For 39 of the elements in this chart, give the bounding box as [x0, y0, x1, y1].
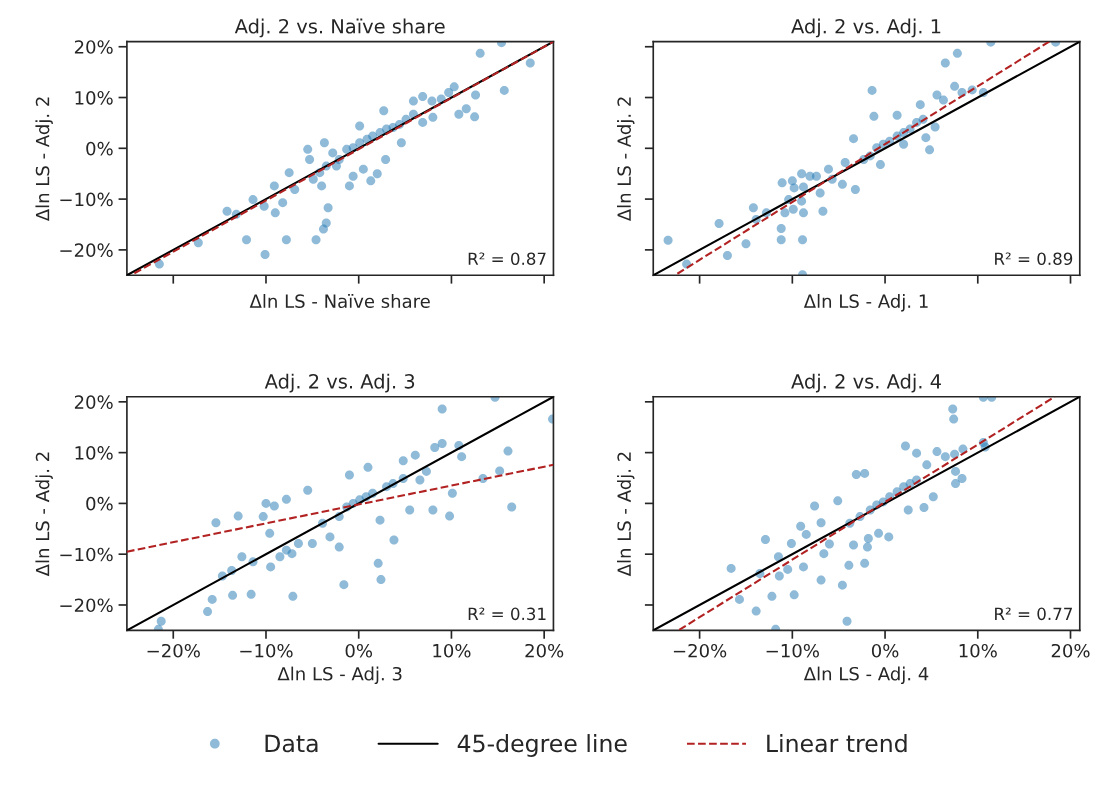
x-tick-label: 20%	[525, 643, 564, 658]
x-axis-title: Δln LS - Adj. 4	[803, 666, 929, 685]
y-tick-label: 0%	[86, 141, 113, 156]
annotation: R² = 0.89	[995, 252, 1073, 266]
annotation: R² = 0.31	[468, 607, 546, 621]
x-tick-label: −20%	[147, 643, 200, 658]
y-tick-label: 0%	[86, 496, 113, 511]
y-axis-title: Δln LS - Adj. 2	[617, 97, 635, 222]
y-tick-label: −20%	[60, 598, 113, 613]
x-tick-label: 0%	[345, 643, 373, 658]
x-axis-title: Δln LS - Naïve share	[249, 294, 430, 308]
y-tick-label: −10%	[60, 192, 113, 207]
x-tick-label: 0%	[871, 643, 899, 658]
chart-title: Adj. 2 vs. Adj. 4	[791, 373, 941, 393]
y-axis-title: Δln LS - Adj. 2	[35, 97, 53, 222]
x-tick-label: −20%	[673, 643, 727, 658]
y-axis-title: Δln LS - Adj. 2	[617, 452, 635, 577]
legend-label: 45-degree line	[457, 734, 627, 757]
chart-title: Adj. 2 vs. Naïve share	[234, 18, 445, 38]
annotation: R² = 0.87	[468, 252, 546, 266]
x-tick-label: −10%	[240, 643, 293, 658]
chart-title: Adj. 2 vs. Adj. 3	[264, 373, 415, 393]
chart-title: Adj. 2 vs. Adj. 1	[791, 18, 941, 38]
x-tick-label: 20%	[1051, 643, 1090, 658]
y-tick-label: 10%	[75, 446, 113, 460]
y-tick-label: −10%	[60, 547, 113, 562]
annotation: R² = 0.77	[995, 607, 1072, 621]
x-axis-title: Δln LS - Adj. 1	[803, 294, 928, 312]
x-tick-label: −10%	[766, 643, 819, 658]
y-axis-title: Δln LS - Adj. 2	[35, 452, 53, 577]
legend-label: Linear trend	[767, 734, 907, 753]
x-tick-label: 10%	[433, 643, 471, 658]
y-tick-label: −20%	[60, 243, 113, 257]
y-tick-label: 20%	[74, 395, 113, 409]
y-tick-label: 20%	[74, 40, 113, 54]
legend-label: Data	[265, 734, 318, 753]
y-tick-label: 10%	[75, 90, 113, 105]
x-tick-label: 10%	[959, 643, 997, 658]
x-axis-title: Δln LS - Adj. 3	[277, 666, 402, 685]
